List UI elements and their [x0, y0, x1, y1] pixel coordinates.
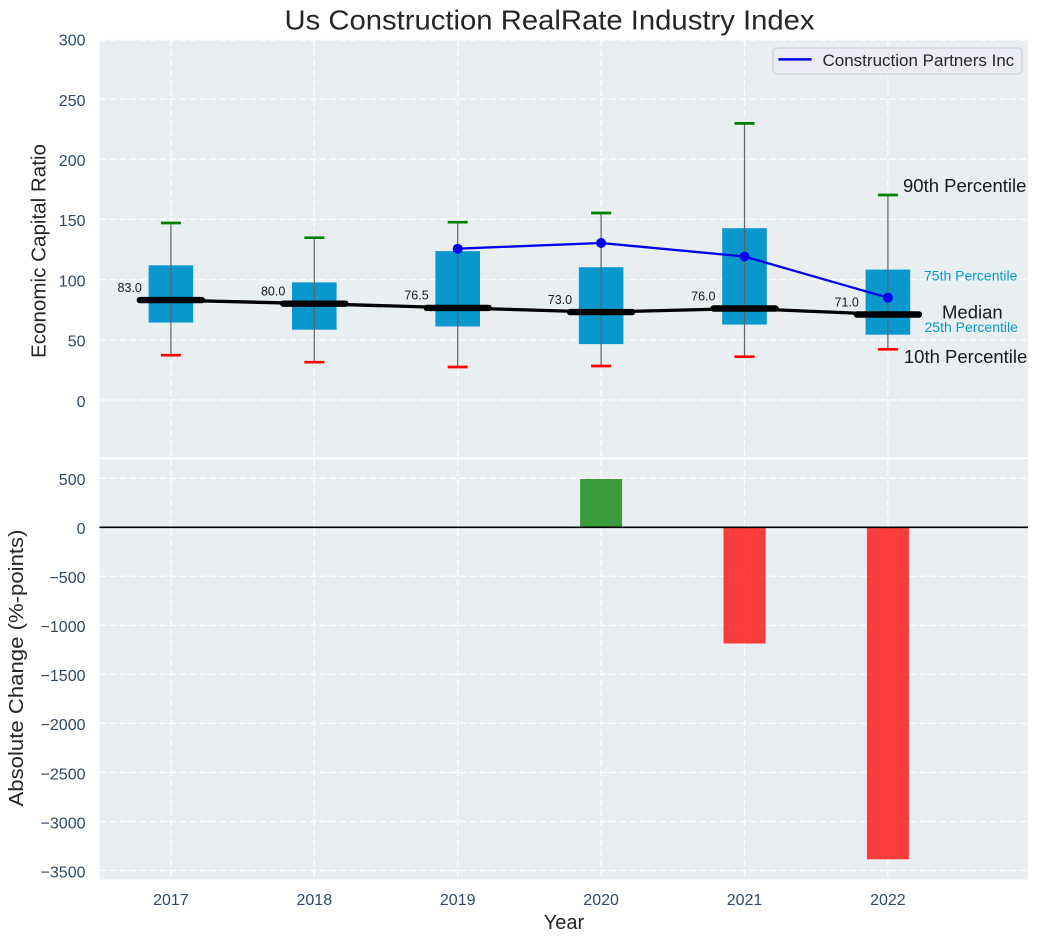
svg-text:2017: 2017 — [153, 892, 189, 909]
svg-text:100: 100 — [59, 273, 86, 290]
svg-text:80.0: 80.0 — [261, 285, 285, 299]
svg-text:76.5: 76.5 — [404, 289, 428, 303]
svg-text:73.0: 73.0 — [548, 293, 572, 307]
svg-text:Year: Year — [544, 912, 585, 934]
svg-text:2021: 2021 — [727, 892, 763, 909]
svg-text:25th Percentile: 25th Percentile — [925, 319, 1019, 335]
svg-text:90th Percentile: 90th Percentile — [903, 175, 1026, 196]
svg-text:2019: 2019 — [440, 892, 476, 909]
svg-text:Us Construction RealRate Indus: Us Construction RealRate Industry Index — [285, 4, 815, 35]
svg-text:Economic Capital Ratio: Economic Capital Ratio — [29, 144, 51, 358]
svg-text:71.0: 71.0 — [835, 295, 859, 309]
svg-text:−3500: −3500 — [41, 864, 86, 881]
svg-text:150: 150 — [59, 213, 86, 230]
svg-text:0: 0 — [77, 521, 86, 538]
svg-text:−2500: −2500 — [41, 766, 86, 783]
svg-text:−500: −500 — [49, 570, 85, 587]
svg-text:300: 300 — [59, 33, 86, 50]
svg-text:50: 50 — [68, 334, 86, 351]
svg-text:200: 200 — [59, 153, 86, 170]
svg-text:−1000: −1000 — [41, 619, 86, 636]
svg-text:2020: 2020 — [583, 892, 619, 909]
svg-text:75th Percentile: 75th Percentile — [924, 268, 1018, 284]
svg-text:Absolute Change (%-points): Absolute Change (%-points) — [6, 530, 28, 807]
svg-text:2018: 2018 — [297, 892, 333, 909]
svg-text:250: 250 — [59, 93, 86, 110]
svg-text:Median: Median — [942, 302, 1003, 323]
svg-text:Construction Partners Inc: Construction Partners Inc — [823, 51, 1015, 70]
svg-text:−2000: −2000 — [41, 717, 86, 734]
svg-text:−1500: −1500 — [41, 668, 86, 685]
svg-text:10th Percentile: 10th Percentile — [904, 346, 1027, 367]
svg-text:0: 0 — [77, 394, 86, 411]
svg-text:500: 500 — [59, 472, 86, 489]
svg-text:2022: 2022 — [870, 892, 906, 909]
svg-text:−3000: −3000 — [41, 815, 86, 832]
svg-text:83.0: 83.0 — [118, 281, 142, 295]
svg-text:76.0: 76.0 — [691, 289, 715, 303]
